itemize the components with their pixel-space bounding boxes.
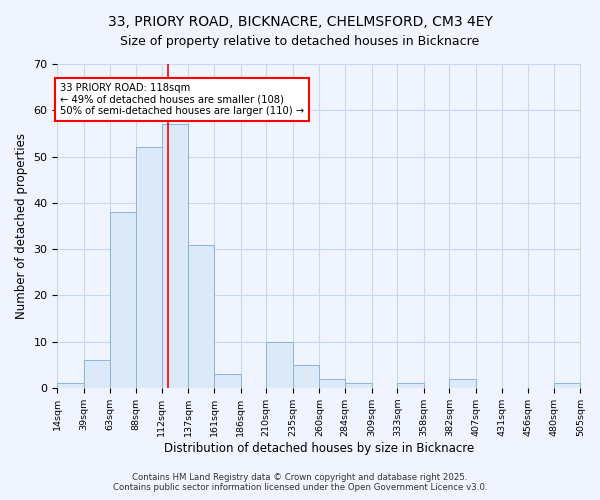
Bar: [266, 342, 293, 388]
Bar: [162, 124, 188, 388]
Y-axis label: Number of detached properties: Number of detached properties: [15, 133, 28, 319]
Bar: [449, 379, 476, 388]
Bar: [214, 374, 241, 388]
X-axis label: Distribution of detached houses by size in Bicknacre: Distribution of detached houses by size …: [164, 442, 474, 455]
Bar: [345, 384, 371, 388]
Text: Size of property relative to detached houses in Bicknacre: Size of property relative to detached ho…: [121, 35, 479, 48]
Bar: [84, 360, 110, 388]
Text: Contains HM Land Registry data © Crown copyright and database right 2025.
Contai: Contains HM Land Registry data © Crown c…: [113, 473, 487, 492]
Bar: [58, 384, 84, 388]
Bar: [110, 212, 136, 388]
Bar: [319, 379, 345, 388]
Bar: [136, 148, 162, 388]
Text: 33, PRIORY ROAD, BICKNACRE, CHELMSFORD, CM3 4EY: 33, PRIORY ROAD, BICKNACRE, CHELMSFORD, …: [107, 15, 493, 29]
Text: 33 PRIORY ROAD: 118sqm
← 49% of detached houses are smaller (108)
50% of semi-de: 33 PRIORY ROAD: 118sqm ← 49% of detached…: [59, 82, 304, 116]
Bar: [188, 244, 214, 388]
Bar: [293, 365, 319, 388]
Bar: [554, 384, 580, 388]
Bar: [397, 384, 424, 388]
